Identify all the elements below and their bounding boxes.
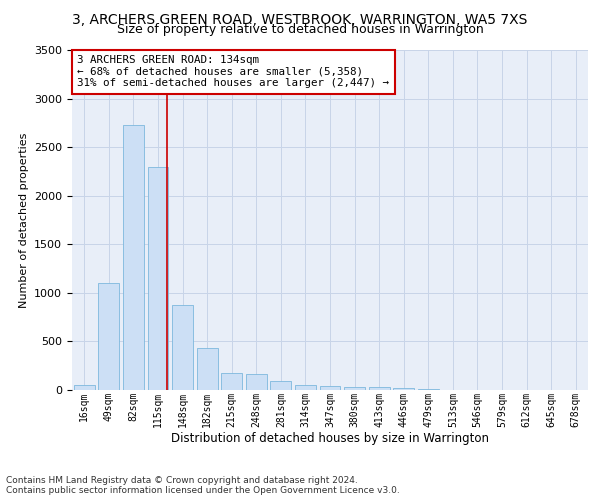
Bar [393, 388, 414, 390]
Bar [98, 283, 119, 390]
Bar [123, 125, 144, 390]
Text: Contains HM Land Registry data © Crown copyright and database right 2024.
Contai: Contains HM Land Registry data © Crown c… [6, 476, 400, 495]
Text: Size of property relative to detached houses in Warrington: Size of property relative to detached ho… [116, 22, 484, 36]
Bar [221, 374, 242, 390]
Bar [197, 348, 218, 390]
Bar [344, 386, 365, 390]
Bar [295, 384, 316, 390]
Bar [246, 374, 267, 390]
Bar [271, 382, 292, 390]
Text: 3 ARCHERS GREEN ROAD: 134sqm
← 68% of detached houses are smaller (5,358)
31% of: 3 ARCHERS GREEN ROAD: 134sqm ← 68% of de… [77, 55, 389, 88]
Bar [148, 166, 169, 390]
Text: 3, ARCHERS GREEN ROAD, WESTBROOK, WARRINGTON, WA5 7XS: 3, ARCHERS GREEN ROAD, WESTBROOK, WARRIN… [73, 12, 527, 26]
Bar [172, 304, 193, 390]
Y-axis label: Number of detached properties: Number of detached properties [19, 132, 29, 308]
Bar [418, 389, 439, 390]
X-axis label: Distribution of detached houses by size in Warrington: Distribution of detached houses by size … [171, 432, 489, 445]
Bar [74, 384, 95, 390]
Bar [368, 387, 389, 390]
Bar [320, 386, 340, 390]
